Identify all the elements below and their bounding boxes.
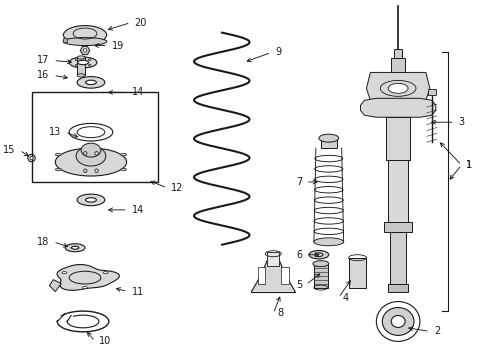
Ellipse shape <box>77 194 104 206</box>
Text: 10: 10 <box>99 336 111 346</box>
Ellipse shape <box>75 64 78 66</box>
Ellipse shape <box>76 146 105 166</box>
Ellipse shape <box>308 251 328 259</box>
Text: 19: 19 <box>112 41 124 50</box>
Ellipse shape <box>121 168 126 171</box>
Ellipse shape <box>62 272 67 274</box>
Bar <box>31 92 158 182</box>
Text: 3: 3 <box>458 117 464 127</box>
Text: 14: 14 <box>131 87 143 97</box>
Polygon shape <box>258 267 265 284</box>
Polygon shape <box>360 98 435 117</box>
Ellipse shape <box>55 168 61 171</box>
Ellipse shape <box>312 261 328 267</box>
Polygon shape <box>63 37 67 41</box>
Bar <box>393 49 401 58</box>
Text: 11: 11 <box>131 287 143 297</box>
Bar <box>387 284 407 292</box>
Text: 1: 1 <box>465 160 471 170</box>
Ellipse shape <box>83 169 87 172</box>
Ellipse shape <box>318 134 338 142</box>
Text: 20: 20 <box>134 18 146 28</box>
Bar <box>313 264 327 288</box>
Ellipse shape <box>77 74 85 77</box>
Ellipse shape <box>103 272 108 274</box>
Text: 17: 17 <box>37 55 49 66</box>
Polygon shape <box>53 316 73 320</box>
Text: 7: 7 <box>295 177 302 187</box>
Ellipse shape <box>95 152 98 155</box>
Ellipse shape <box>88 59 91 61</box>
Ellipse shape <box>83 152 87 155</box>
Ellipse shape <box>88 64 91 66</box>
Bar <box>77 58 85 75</box>
Text: 8: 8 <box>277 309 283 319</box>
Polygon shape <box>366 72 429 105</box>
Ellipse shape <box>82 287 87 289</box>
Text: 9: 9 <box>275 48 281 58</box>
Bar <box>320 138 336 148</box>
Ellipse shape <box>28 154 35 162</box>
Ellipse shape <box>81 143 101 157</box>
Text: 6: 6 <box>295 250 302 260</box>
Ellipse shape <box>83 49 87 52</box>
Ellipse shape <box>85 80 96 85</box>
Bar <box>389 225 405 285</box>
Bar <box>386 117 409 160</box>
Polygon shape <box>49 280 61 292</box>
Ellipse shape <box>121 153 126 156</box>
Polygon shape <box>57 265 119 290</box>
Bar <box>387 160 407 225</box>
Ellipse shape <box>71 246 79 249</box>
Text: 2: 2 <box>433 327 439 336</box>
Ellipse shape <box>390 315 404 328</box>
Ellipse shape <box>30 157 33 160</box>
Ellipse shape <box>314 253 322 257</box>
Bar <box>348 258 366 288</box>
Ellipse shape <box>77 56 85 59</box>
Polygon shape <box>80 46 90 55</box>
Ellipse shape <box>78 60 88 65</box>
Text: 12: 12 <box>171 183 183 193</box>
Ellipse shape <box>85 198 96 202</box>
Ellipse shape <box>69 57 97 68</box>
Polygon shape <box>63 26 106 41</box>
Ellipse shape <box>313 238 343 246</box>
Ellipse shape <box>387 84 407 93</box>
Text: 5: 5 <box>295 280 302 289</box>
Text: 14: 14 <box>131 205 143 215</box>
Text: 13: 13 <box>49 127 61 137</box>
Ellipse shape <box>75 59 78 61</box>
Bar <box>384 222 411 232</box>
Ellipse shape <box>95 169 98 172</box>
Ellipse shape <box>55 148 126 176</box>
Ellipse shape <box>77 77 104 88</box>
Text: 18: 18 <box>37 237 49 247</box>
Bar <box>267 252 279 266</box>
Bar <box>390 58 404 72</box>
Text: 16: 16 <box>37 71 49 80</box>
Text: 4: 4 <box>342 293 348 302</box>
Ellipse shape <box>55 153 61 156</box>
Text: 1: 1 <box>465 160 471 170</box>
Polygon shape <box>281 267 288 284</box>
Bar <box>427 89 435 95</box>
Text: 15: 15 <box>3 145 16 155</box>
Ellipse shape <box>382 307 413 336</box>
Ellipse shape <box>63 37 106 45</box>
Ellipse shape <box>65 244 85 252</box>
